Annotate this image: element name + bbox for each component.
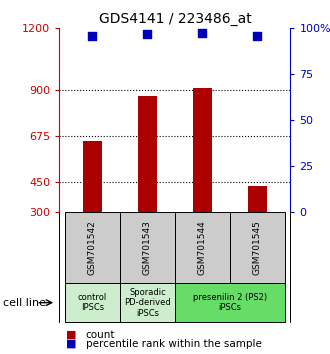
Text: count: count	[86, 330, 115, 339]
Text: GSM701543: GSM701543	[143, 220, 152, 275]
Text: GSM701545: GSM701545	[253, 220, 262, 275]
Text: control
IPSCs: control IPSCs	[78, 293, 107, 312]
Text: GSM701544: GSM701544	[198, 221, 207, 275]
Point	[145, 31, 150, 37]
Bar	[248, 186, 267, 212]
Bar	[83, 141, 102, 212]
Bar	[138, 96, 157, 212]
Text: presenilin 2 (PS2)
iPSCs: presenilin 2 (PS2) iPSCs	[193, 293, 267, 312]
Point	[255, 33, 260, 39]
Text: GSM701542: GSM701542	[88, 221, 97, 275]
Text: ■: ■	[66, 339, 77, 349]
Text: cell line: cell line	[3, 298, 46, 308]
Title: GDS4141 / 223486_at: GDS4141 / 223486_at	[99, 12, 251, 26]
Point	[200, 30, 205, 36]
Point	[90, 33, 95, 39]
Text: Sporadic
PD-derived
iPSCs: Sporadic PD-derived iPSCs	[124, 288, 171, 318]
Text: ■: ■	[66, 330, 77, 339]
Bar	[193, 88, 212, 212]
Text: percentile rank within the sample: percentile rank within the sample	[86, 339, 262, 349]
